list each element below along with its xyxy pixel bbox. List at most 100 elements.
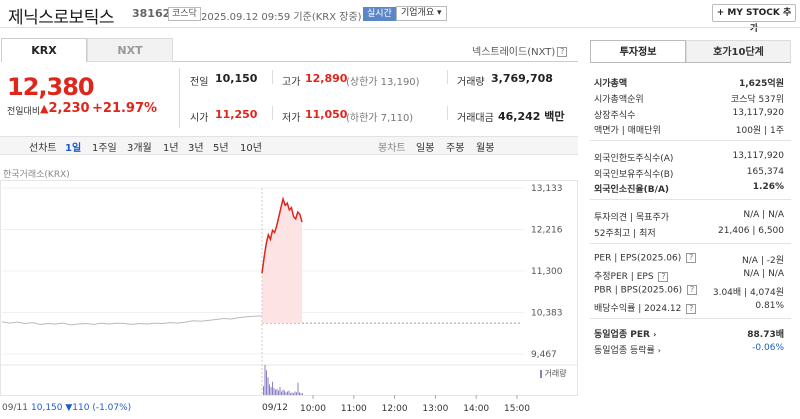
est-per-label: 추정PER | EPS ? <box>594 269 669 282</box>
period-3y[interactable]: 3년 <box>188 143 204 154</box>
period-3m[interactable]: 3개월 <box>127 143 152 154</box>
volume-bar <box>302 393 303 395</box>
company-info-button[interactable]: 기업개요 ▾ <box>396 6 447 21</box>
volume-bar <box>284 390 285 395</box>
tab-invest-info[interactable]: 투자정보 <box>590 40 686 63</box>
x-tick-label: 14:00 <box>463 404 489 414</box>
dividend-value: 0.81% <box>755 301 784 311</box>
foreign-ratio-value: 1.26% <box>752 182 784 192</box>
candle-chart[interactable]: 봉차트 <box>378 143 406 154</box>
up-arrow-icon: ▲ <box>40 102 49 115</box>
low-value: 11,050 <box>305 108 348 121</box>
volume-bar <box>263 386 264 395</box>
divider <box>590 199 791 200</box>
candle-weekly[interactable]: 주봉 <box>446 143 465 154</box>
realtime-button[interactable]: 실시간 <box>363 7 396 21</box>
x-tick-label: 12:00 <box>382 404 408 414</box>
period-1w[interactable]: 1주일 <box>92 143 117 154</box>
y-tick-label: 9,467 <box>531 350 557 360</box>
tab-krx[interactable]: KRX <box>1 38 87 62</box>
prev-day-info: 10,150 ▼110 (-1.07%) <box>31 403 132 413</box>
volume-bar <box>285 392 287 395</box>
volume-value: 3,769,708 <box>491 72 553 85</box>
divider <box>272 106 273 120</box>
y-tick-label: 12,216 <box>531 226 563 236</box>
period-bar <box>0 136 578 155</box>
nxt-link[interactable]: 넥스트레이드(NXT)? <box>472 43 568 58</box>
volume-bar <box>276 388 278 395</box>
help-icon[interactable]: ? <box>686 303 697 314</box>
per-value: N/A | -2원 <box>742 256 784 266</box>
price-chart[interactable]: 13,133 12,216 11,300 10,383 9,467 10:00 11:00 1… <box>0 180 580 419</box>
foreign-hold-label: 외국인보유주식수(B) <box>594 170 674 180</box>
low-label: 저가 <box>282 113 301 124</box>
amount-value: 46,242 백만 <box>498 110 565 123</box>
sector-per-label[interactable]: 동일업종 PER › <box>594 330 657 340</box>
volume-bar <box>294 391 296 395</box>
amount-label: 거래대금 <box>457 113 494 124</box>
stock-code: 381620 <box>132 7 178 20</box>
volume-legend: 거래량 <box>540 368 567 379</box>
x-tick-label: 15:00 <box>504 404 530 414</box>
w52-value: 21,406 | 6,500 <box>717 226 784 236</box>
header-divider <box>0 27 800 28</box>
quote-time: 2025.09.12 09:59 기준(KRX 장중) <box>201 12 362 23</box>
foreign-hold-value: 165,374 <box>746 167 784 177</box>
chart-source: 한국거래소(KRX) <box>3 170 70 180</box>
tab-nxt[interactable]: NXT <box>87 38 173 62</box>
high-value: 12,890 <box>305 72 348 85</box>
volume-bar <box>290 393 291 395</box>
help-icon[interactable]: ? <box>687 285 698 295</box>
tab-orderbook-10[interactable]: 호가10단계 <box>686 40 791 63</box>
panel-divider <box>590 62 791 63</box>
prev-day-date: 09/11 <box>2 403 28 413</box>
volume-bar <box>264 365 266 395</box>
volume-bar <box>296 392 297 395</box>
divider <box>179 68 180 128</box>
lower-limit: (하한가 7,110) <box>346 113 414 124</box>
volume-bar <box>266 370 267 395</box>
volume-bar <box>287 391 288 395</box>
volume-bar <box>282 389 284 395</box>
shares-label: 상장주식수 <box>594 111 636 121</box>
prev-close-label: 전일 <box>190 77 209 88</box>
change-label: 전일대비 <box>7 107 41 117</box>
volume-bar <box>288 390 290 395</box>
help-icon[interactable]: ? <box>686 253 697 263</box>
par-label: 액면가 | 매매단위 <box>594 126 661 136</box>
help-icon[interactable]: ? <box>557 47 568 57</box>
period-1d[interactable]: 1일 <box>65 143 82 154</box>
chevron-right-icon: › <box>657 346 661 355</box>
period-10y[interactable]: 10년 <box>240 143 262 154</box>
divider <box>447 70 448 84</box>
candle-daily[interactable]: 일봉 <box>416 143 435 154</box>
candle-monthly[interactable]: 월봉 <box>476 143 495 154</box>
rank-value: 코스닥 537위 <box>730 95 784 105</box>
divider <box>590 140 791 141</box>
opinion-value: N/A | N/A <box>743 210 784 220</box>
w52-label: 52주최고 | 최저 <box>594 229 656 239</box>
sector-change-label[interactable]: 동일업종 등락률 › <box>594 346 661 356</box>
period-1y[interactable]: 1년 <box>163 143 179 154</box>
sector-change-value: -0.06% <box>752 343 784 353</box>
sector-per-value: 88.73배 <box>747 330 784 340</box>
x-tick-label: 11:00 <box>341 404 367 414</box>
help-icon[interactable]: ? <box>658 271 669 282</box>
add-mystock-button[interactable]: + MY STOCK 추가 <box>712 4 796 34</box>
rank-label: 시가총액순위 <box>594 95 644 105</box>
est-per-value: N/A | N/A <box>743 269 784 279</box>
today-line <box>261 196 303 274</box>
volume-bar <box>299 392 300 395</box>
y-tick-label: 11,300 <box>531 267 563 277</box>
volume-bar <box>279 387 281 395</box>
volume-label: 거래량 <box>457 77 485 88</box>
volume-bar <box>297 382 299 395</box>
open-label: 시가 <box>190 113 209 124</box>
today-area <box>262 199 302 324</box>
prev-close-value: 10,150 <box>215 72 258 85</box>
pbr-label: PBR | BPS(2025.06) ? <box>594 285 698 296</box>
foreign-limit-value: 13,117,920 <box>732 151 784 161</box>
period-line-chart[interactable]: 선차트 <box>29 143 57 154</box>
foreign-limit-label: 외국인한도주식수(A) <box>594 154 674 164</box>
period-5y[interactable]: 5년 <box>213 143 229 154</box>
